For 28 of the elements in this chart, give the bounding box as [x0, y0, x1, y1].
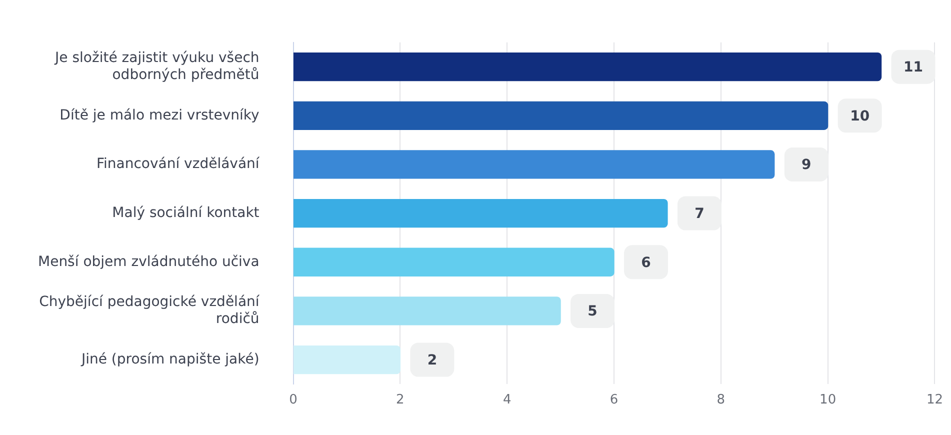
bar [293, 296, 561, 326]
x-tick-label: 8 [716, 392, 726, 408]
bar [293, 150, 775, 179]
y-tick-label: Malý sociální kontakt [112, 204, 260, 221]
y-tick-label: Menší objem zvládnutého učiva [38, 254, 260, 270]
x-tick-label: 10 [820, 392, 836, 408]
data-label: 10 [850, 108, 870, 124]
x-tick-label: 4 [502, 392, 512, 408]
bar [293, 345, 401, 374]
data-label: 2 [427, 352, 438, 368]
x-tick-label: 12 [926, 392, 943, 408]
y-tick-label: Financování vzdělávání [96, 156, 260, 172]
bar [293, 101, 828, 130]
y-tick-label: Chybějící pedagogické vzdělání rodičů [39, 294, 260, 327]
y-tick-label: Dítě je málo mezi vrstevníky [60, 107, 260, 124]
bar [293, 198, 668, 228]
x-tick-label: 0 [289, 392, 298, 408]
y-tick-label: Jiné (prosím napište jaké) [80, 351, 260, 368]
data-label: 11 [904, 59, 924, 76]
x-tick-label: 2 [396, 392, 404, 408]
data-label: 9 [801, 157, 812, 174]
data-label: 6 [641, 254, 651, 271]
bar [293, 52, 882, 82]
x-tick-label: 6 [610, 392, 618, 408]
data-label: 7 [694, 206, 704, 222]
data-label: 5 [588, 304, 598, 320]
bar [293, 248, 614, 276]
y-tick-label: Je složité zajistit výuku všech odborných předmětů [54, 50, 260, 83]
